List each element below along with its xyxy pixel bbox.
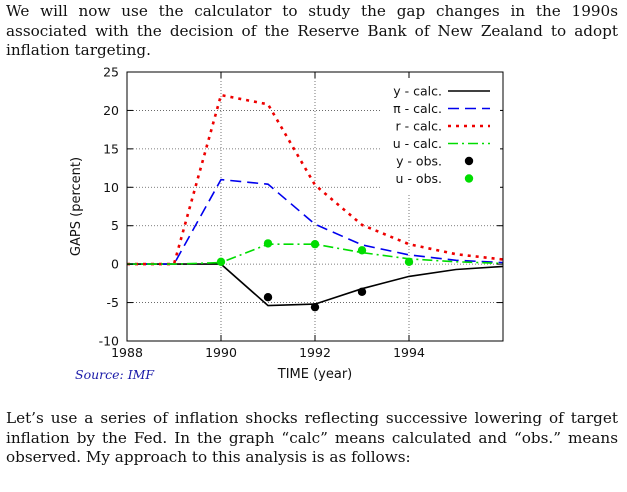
y-tick-label: -10 [99,334,119,349]
chart-legend: y - calc. π - calc. r - calc. u - calc. y - … [380,78,500,193]
x-tick-label: 1992 [299,345,331,360]
legend-label: y - calc. [393,84,442,99]
y-obs-point [310,302,320,312]
series-line-pi-calc [127,178,504,265]
followup-paragraph: Let’s use a series of inflation shocks r… [6,409,618,466]
y-tick-label: -5 [107,295,119,310]
chart-series [127,93,504,312]
x-tick-label: 1994 [393,345,425,360]
u-obs-point [263,239,273,248]
source-label: Source: IMF [75,367,155,382]
x-tick-label: 1988 [111,345,143,360]
legend-label: u - obs. [396,171,442,186]
legend-swatch-point [464,174,474,183]
legend-swatch-point [464,156,474,166]
legend-label: u - calc. [393,136,442,151]
legend-label: r - calc. [396,119,442,134]
series-line-u-calc [127,243,504,265]
u-obs-point [216,257,226,267]
y-tick-label: 5 [111,218,119,233]
y-tick-label: 25 [103,65,119,80]
legend-label: π - calc. [393,101,442,116]
u-obs-point [310,239,320,249]
y-tick-label: 0 [111,257,119,272]
axis-ticks: -10 -5 0 5 10 15 20 25 1988 1990 1992 1994 [99,65,503,360]
y-tick-label: 20 [103,103,119,118]
gaps-chart: -10 -5 0 5 10 15 20 25 1988 1990 1992 1994 y - calc… [69,65,504,382]
legend-box [380,78,500,193]
intro-paragraph: We will now use the calculator to study … [6,2,618,59]
u-obs-point [404,257,414,267]
y-axis-label: GAPS (percent) [69,157,84,256]
y-tick-label: 10 [103,180,119,195]
series-line-r-calc [127,93,504,266]
legend-label: y - obs. [396,154,442,169]
y-obs-point [357,287,367,297]
x-tick-label: 1990 [205,345,237,360]
x-axis-label: TIME (year) [277,367,352,382]
y-tick-label: 15 [103,141,119,156]
y-obs-point [263,292,273,302]
u-obs-point [357,246,367,255]
